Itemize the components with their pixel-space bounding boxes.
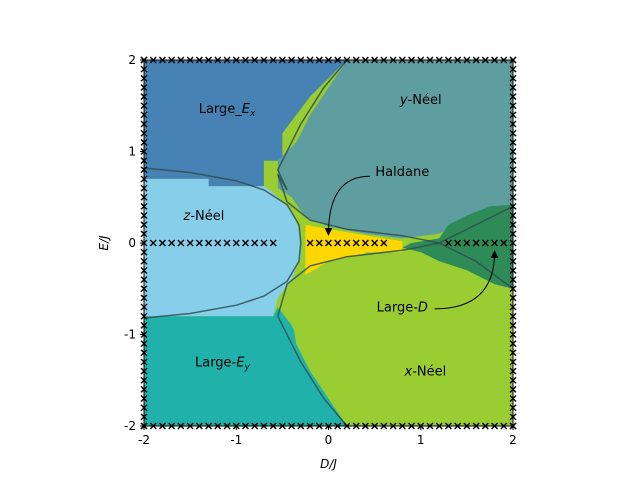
y-tick-label: 1 xyxy=(128,145,136,159)
phase-boundary-line xyxy=(277,174,513,290)
x-marker xyxy=(251,239,259,247)
x-marker xyxy=(500,239,508,247)
phase-boundary-line xyxy=(276,60,348,191)
x-tick-label: -1 xyxy=(230,433,242,447)
region-haldane xyxy=(305,224,403,275)
x-marker xyxy=(149,239,157,247)
y-tick-label: -2 xyxy=(124,419,136,433)
x-marker xyxy=(444,239,452,247)
x-marker xyxy=(463,239,471,247)
region-large-ex xyxy=(144,60,347,187)
region-label-large-: Large-D xyxy=(377,301,428,316)
x-marker xyxy=(454,239,462,247)
x-marker xyxy=(158,239,166,247)
x-tick-label: -2 xyxy=(138,433,150,447)
region-label-y-n-el: y-Néel xyxy=(399,93,442,108)
x-marker xyxy=(491,239,499,247)
x-marker xyxy=(306,239,314,247)
x-marker xyxy=(380,239,388,247)
x-marker xyxy=(361,239,369,247)
x-marker xyxy=(232,239,240,247)
x-marker xyxy=(352,239,360,247)
x-marker xyxy=(260,239,268,247)
x-marker xyxy=(223,239,231,247)
region-x-n-el xyxy=(277,252,513,426)
annotation-arrows xyxy=(324,175,499,310)
x-marker xyxy=(177,239,185,247)
region-label-x-n-el: x-Néel xyxy=(403,365,446,380)
y-tick-label: -1 xyxy=(124,328,136,342)
x-marker xyxy=(195,239,203,247)
region-label-haldane: Haldane xyxy=(375,165,429,180)
x-tick-label: 1 xyxy=(417,433,425,447)
phase-boundary-line xyxy=(144,167,302,319)
y-tick-label: 2 xyxy=(128,53,136,67)
region-label-large-y: Large-Ey xyxy=(195,356,251,373)
x-marker xyxy=(168,239,176,247)
x-tick-label: 0 xyxy=(325,433,333,447)
x-marker xyxy=(481,239,489,247)
y-axis-label: E/J xyxy=(97,235,111,251)
x-marker xyxy=(334,239,342,247)
x-marker xyxy=(241,239,249,247)
region-large-d xyxy=(402,204,513,294)
axis-ticks: -2 -1 0 1 2 -2 -1 0 1 2 xyxy=(124,53,517,447)
x-marker xyxy=(205,239,213,247)
region-label-large-x: Large_Ex xyxy=(199,102,256,119)
phase-boundaries xyxy=(144,60,513,426)
x-axis-label: D/J xyxy=(320,457,337,471)
x-tick-label: 2 xyxy=(509,433,517,447)
x-marker xyxy=(325,239,332,247)
x-marker xyxy=(343,239,351,247)
region-large-ey xyxy=(144,307,347,426)
region-labels: Large_Ex y-Néel z-Néel Haldane Large-D Large-… xyxy=(183,93,447,380)
x-marker xyxy=(371,239,379,247)
phase-boundary-line xyxy=(276,205,513,426)
x-marker xyxy=(214,239,222,247)
annotation-arrow xyxy=(324,175,371,236)
x-marker xyxy=(472,239,480,247)
region-label-z-n-el: z-Néel xyxy=(183,209,225,224)
x-marker xyxy=(315,239,323,247)
x-marker xyxy=(186,239,194,247)
y-tick-label: 0 xyxy=(128,236,136,250)
x-marker xyxy=(269,239,277,247)
region-z-n-el xyxy=(144,178,301,317)
annotation-arrow xyxy=(434,250,499,310)
